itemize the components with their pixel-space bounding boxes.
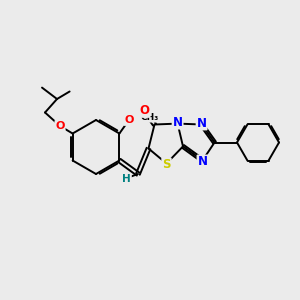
Text: H: H bbox=[122, 174, 131, 184]
Text: O: O bbox=[140, 104, 150, 117]
Text: O: O bbox=[124, 115, 134, 125]
Text: O: O bbox=[55, 121, 65, 131]
Text: CH₃: CH₃ bbox=[140, 113, 159, 122]
Text: S: S bbox=[162, 158, 171, 172]
Text: N: N bbox=[172, 116, 183, 129]
Text: N: N bbox=[196, 116, 207, 130]
Text: N: N bbox=[197, 155, 208, 169]
